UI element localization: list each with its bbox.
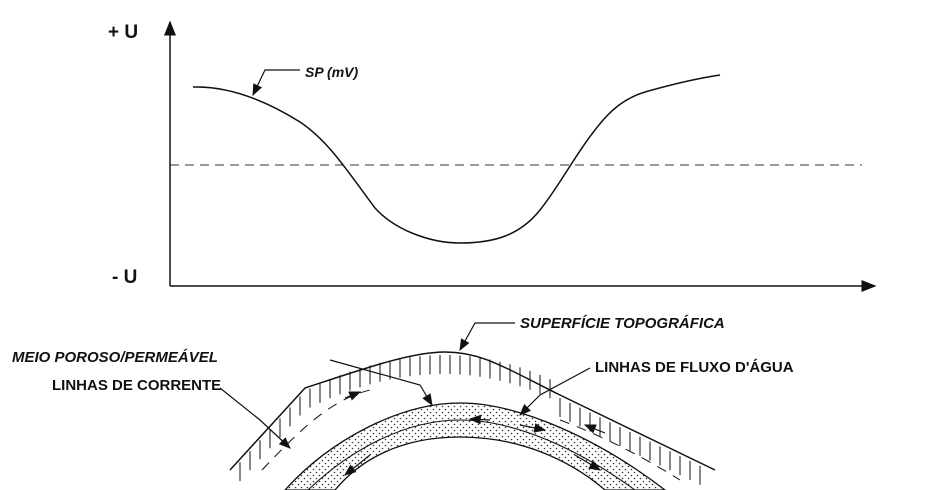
curve-pointer — [252, 69, 300, 97]
axes — [164, 20, 877, 292]
arrows — [344, 391, 606, 476]
pointers — [219, 322, 591, 449]
y-top-label: + U — [108, 22, 138, 43]
curve-label: SP (mV) — [305, 64, 358, 80]
sp-curve — [192, 74, 721, 244]
y-bottom-label: - U — [112, 267, 137, 288]
surface-label: SUPERFÍCIE TOPOGRÁFICA — [520, 315, 725, 332]
current-line-left — [261, 389, 371, 471]
flow-label: LINHAS DE FLUXO D'ÁGUA — [595, 359, 794, 376]
porous-label: MEIO POROSO/PERMEÁVEL — [12, 349, 218, 366]
hatching — [239, 355, 701, 485]
flow-line — [307, 419, 636, 490]
surface — [229, 351, 716, 471]
porous-layer — [284, 402, 667, 490]
current-label: LINHAS DE CORRENTE — [52, 377, 221, 394]
